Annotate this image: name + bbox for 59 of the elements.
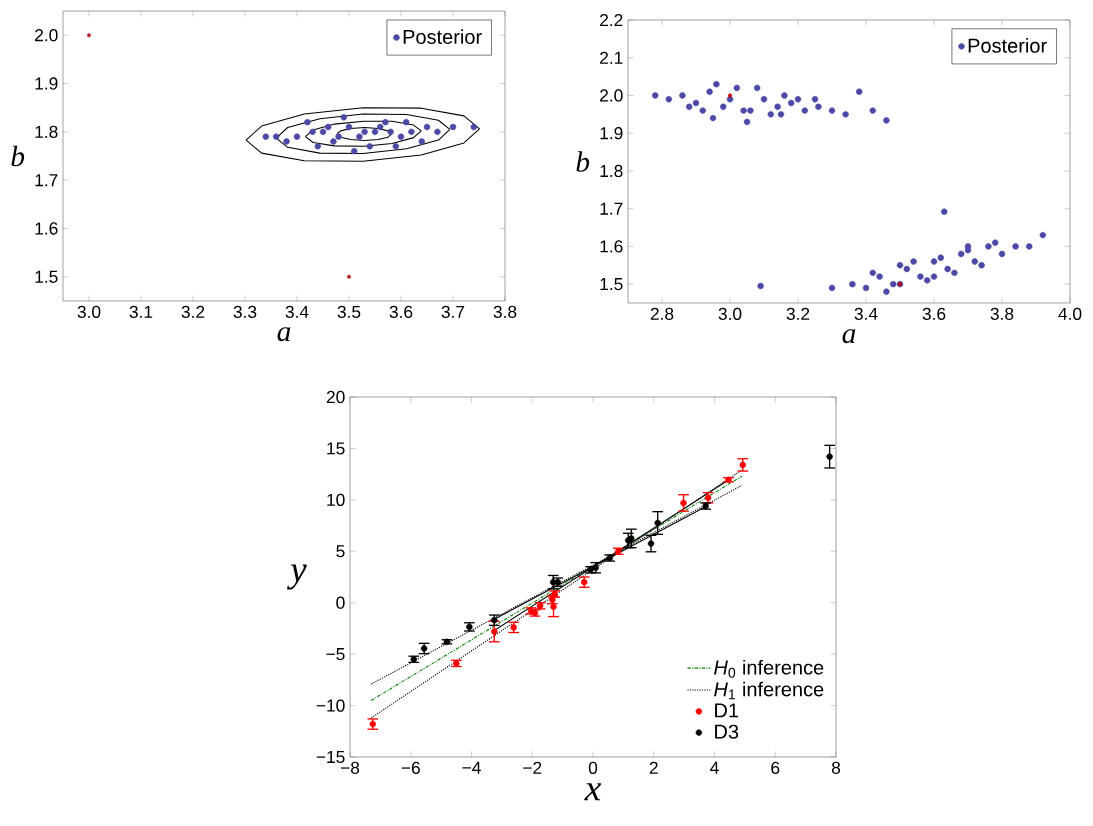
legend-label: D1: [715, 703, 739, 718]
x-tick-label: 3.4: [854, 307, 878, 320]
x-tick-label: 6: [771, 761, 780, 774]
x-tick-label: 2.8: [650, 307, 674, 320]
x-tick-label: −8: [340, 761, 360, 774]
x-tick-label: 3.8: [990, 307, 1014, 320]
y-tick-label: 1.5: [35, 270, 58, 283]
x-tick-label: 3.2: [786, 307, 810, 320]
y-tick-label: 2.1: [600, 51, 623, 64]
x-tick-label: 3.0: [718, 307, 742, 320]
x-tick-label: 3.1: [129, 305, 153, 318]
x-tick-label: 3.7: [441, 305, 465, 318]
x-tick-label: 0: [588, 761, 598, 774]
y-tick-label: −5: [326, 648, 345, 661]
x-tick-label: 3.6: [922, 307, 946, 320]
x-tick-label: 3.6: [389, 305, 413, 318]
x-tick-label: 3.8: [493, 305, 517, 318]
y-tick-label: 1.6: [35, 222, 58, 235]
y-tick-label: −10: [316, 699, 345, 712]
x-tick-label: 3.2: [181, 305, 205, 318]
x-tick-label: 3.5: [337, 305, 361, 318]
y-tick-label: 5: [336, 545, 345, 558]
legend-label: H$_{1}$ inference: [714, 681, 824, 700]
x-tick-label: 3.4: [285, 305, 309, 318]
x-axis-title: a: [277, 327, 291, 342]
y-tick-label: 10: [327, 493, 345, 506]
legend-label: Posterior: [968, 38, 1047, 53]
x-tick-label: 8: [831, 761, 841, 774]
x-tick-label: −6: [401, 761, 420, 774]
legend-label: Posterior: [403, 29, 482, 44]
x-tick-label: 2: [649, 761, 658, 774]
y-axis-title: y: [287, 564, 307, 590]
x-tick-label: −2: [523, 761, 542, 774]
y-tick-label: 2.0: [35, 29, 58, 42]
y-tick-label: 2.2: [600, 13, 623, 27]
y-tick-label: 1.9: [35, 77, 58, 90]
y-tick-label: 1.8: [35, 125, 58, 138]
y-tick-label: 1.7: [35, 174, 58, 187]
y-axis-title: b: [11, 145, 25, 167]
x-tick-label: 3.3: [233, 305, 257, 318]
y-tick-label: 1.9: [600, 127, 623, 140]
y-tick-label: 0: [336, 596, 345, 609]
y-tick-label: 1.6: [600, 240, 623, 253]
x-axis-title: x: [584, 783, 602, 801]
y-tick-label: 1.7: [600, 202, 623, 215]
y-tick-label: 15: [327, 442, 345, 455]
x-tick-label: 4: [710, 761, 719, 774]
y-tick-label: 2.0: [600, 89, 623, 102]
y-tick-label: −15: [316, 750, 345, 764]
legend-label: D3: [715, 724, 739, 739]
x-axis-title: a: [842, 329, 856, 344]
y-tick-label: 20: [326, 390, 345, 404]
x-tick-label: 3.0: [77, 305, 101, 318]
legend-label: H$_{0}$ inference: [714, 659, 824, 678]
y-tick-label: 1.8: [600, 164, 623, 178]
y-axis-title: b: [576, 151, 590, 172]
x-tick-label: 4.0: [1058, 307, 1082, 320]
y-tick-label: 1.5: [600, 278, 623, 291]
x-tick-label: −4: [462, 761, 481, 774]
